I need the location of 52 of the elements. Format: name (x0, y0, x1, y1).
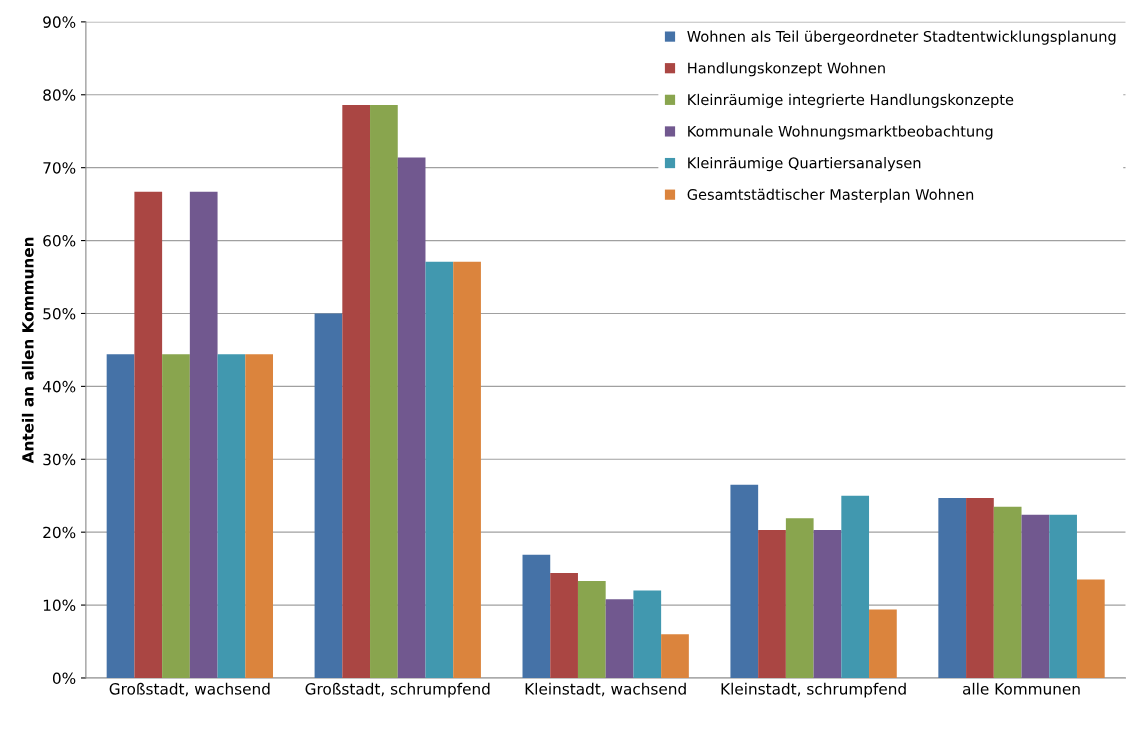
bar (993, 506, 1022, 678)
y-tick-label: 90% (43, 16, 76, 28)
y-tick-label: 80% (43, 89, 76, 101)
y-tick-label: 20% (43, 526, 76, 539)
bar (1076, 579, 1105, 678)
bar (841, 495, 870, 678)
bar (314, 313, 343, 678)
bar (661, 634, 689, 678)
bar (162, 354, 190, 678)
y-axis-title: Anteil an allen Kommunen (21, 237, 34, 464)
bar (425, 261, 454, 678)
y-tick-label: 10% (43, 599, 76, 612)
bar (869, 609, 897, 678)
bar (785, 518, 814, 678)
bar (397, 157, 426, 678)
x-tick-label: Großstadt, wachsend (109, 682, 270, 697)
legend-label: Handlungskonzept Wohnen (688, 62, 885, 77)
bar (605, 599, 634, 678)
bar (730, 484, 759, 678)
y-tick-label: 60% (43, 235, 76, 247)
legend-label: Gesamtstädtischer Masterplan Wohnen (687, 188, 974, 203)
bar (342, 104, 371, 678)
x-tick-label: alle Kommunen (962, 682, 1080, 695)
bar (966, 497, 994, 678)
bar (1049, 514, 1077, 678)
y-tick-label: 0% (52, 672, 76, 684)
legend-label: Kommunale Wohnungsmarktbeobachtung (688, 125, 993, 140)
bar (217, 354, 246, 678)
bar (245, 354, 274, 678)
legend-label: Wohnen als Teil übergeordneter Stadtentwicklungsplanung (687, 30, 1116, 45)
bar (577, 581, 606, 678)
bar (550, 572, 578, 678)
x-tick-label: Großstadt, schrumpfend (305, 682, 490, 698)
bar (1021, 514, 1050, 678)
bar (522, 554, 551, 678)
y-tick-label: 30% (43, 453, 76, 466)
x-tick-label: Kleinstadt, schrumpfend (721, 682, 906, 698)
bar (633, 590, 662, 678)
bar (758, 529, 786, 678)
x-tick-label: Kleinstadt, wachsend (525, 682, 686, 697)
bar (189, 191, 218, 678)
bar (453, 261, 481, 678)
y-tick-label: 70% (43, 162, 76, 174)
legend-label: Kleinräumige integrierte Handlungskonzepte (688, 93, 1014, 108)
bar (134, 191, 163, 678)
bar (370, 104, 398, 678)
bar (813, 529, 842, 678)
y-tick-label: 50% (43, 307, 76, 320)
legend-label: Kleinräumige Quartiersanalysen (688, 157, 921, 172)
bar (938, 497, 967, 678)
bar (106, 354, 135, 678)
y-tick-label: 40% (42, 380, 76, 393)
